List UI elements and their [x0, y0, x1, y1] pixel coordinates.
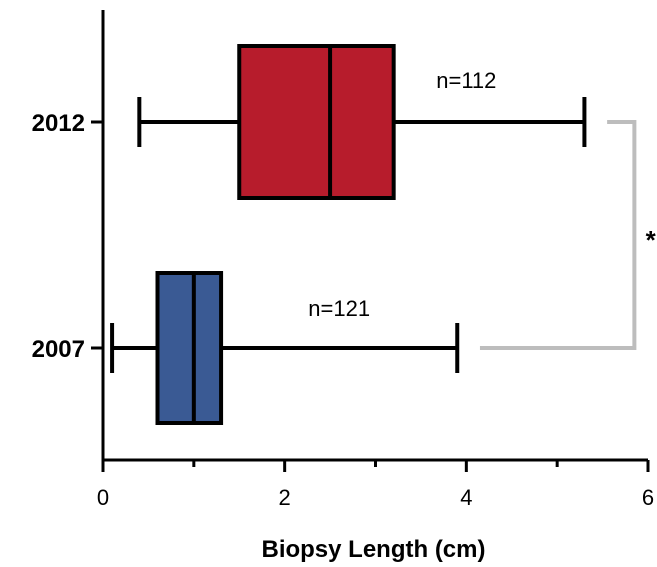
- x-ticks: 0 2 4 6: [97, 460, 654, 510]
- x-axis-title: Biopsy Length (cm): [261, 536, 485, 563]
- y-category-label: 2012: [32, 110, 85, 137]
- iqr-box: [237, 44, 396, 200]
- significance-label: *: [646, 225, 657, 255]
- box-2007: n=121: [110, 271, 460, 425]
- significance-bracket: *: [479, 120, 657, 350]
- x-tick-label: 0: [97, 485, 109, 510]
- iqr-box: [155, 271, 224, 425]
- significance-line: [479, 120, 637, 350]
- y-category-label: 2007: [32, 336, 85, 363]
- x-tick-label: 4: [460, 485, 472, 510]
- y-category-labels: 2012 2007: [32, 110, 103, 363]
- n-label: n=112: [436, 68, 496, 93]
- x-tick-label: 6: [642, 485, 654, 510]
- x-tick-label: 2: [279, 485, 291, 510]
- box-series: n=112 n=121: [110, 44, 587, 425]
- box-2012: n=112: [137, 44, 587, 200]
- n-label: n=121: [308, 296, 370, 321]
